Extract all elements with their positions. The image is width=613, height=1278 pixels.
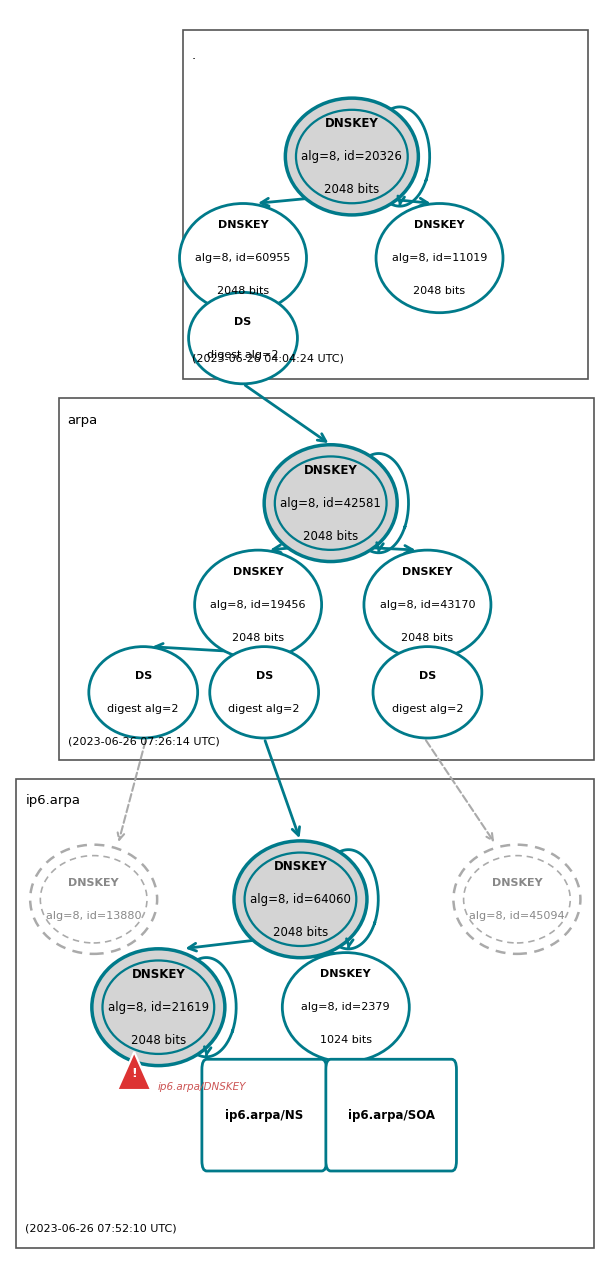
Text: DS: DS: [135, 671, 152, 681]
Text: DS: DS: [256, 671, 273, 681]
Text: (2023-06-26 07:26:14 UTC): (2023-06-26 07:26:14 UTC): [67, 737, 219, 746]
Text: .: .: [192, 49, 196, 61]
Text: DNSKEY: DNSKEY: [402, 566, 453, 576]
Text: 2048 bits: 2048 bits: [324, 183, 379, 196]
Text: digest alg=2: digest alg=2: [207, 350, 279, 359]
Ellipse shape: [89, 647, 197, 737]
Ellipse shape: [364, 550, 491, 659]
Bar: [17, 778, 594, 1249]
Text: alg=8, id=2379: alg=8, id=2379: [302, 1002, 390, 1012]
Text: DNSKEY: DNSKEY: [325, 118, 379, 130]
Text: DNSKEY: DNSKEY: [131, 967, 185, 980]
Text: (2023-06-26 04:04:24 UTC): (2023-06-26 04:04:24 UTC): [192, 354, 343, 363]
Text: ip6.arpa/DNSKEY: ip6.arpa/DNSKEY: [157, 1082, 246, 1093]
Ellipse shape: [92, 948, 225, 1066]
Ellipse shape: [264, 445, 397, 561]
Text: alg=8, id=64060: alg=8, id=64060: [250, 893, 351, 906]
Text: 1024 bits: 1024 bits: [320, 1035, 372, 1045]
Bar: [183, 29, 588, 378]
Text: ip6.arpa: ip6.arpa: [25, 794, 80, 806]
Text: 2048 bits: 2048 bits: [232, 633, 284, 643]
Text: DNSKEY: DNSKEY: [321, 969, 371, 979]
FancyBboxPatch shape: [326, 1059, 457, 1171]
Text: alg=8, id=13880: alg=8, id=13880: [46, 911, 142, 920]
Text: DNSKEY: DNSKEY: [273, 860, 327, 873]
Bar: [59, 397, 594, 759]
Text: !: !: [131, 1067, 137, 1080]
Text: 2048 bits: 2048 bits: [273, 925, 328, 939]
Ellipse shape: [376, 203, 503, 313]
Ellipse shape: [189, 293, 297, 383]
Text: DNSKEY: DNSKEY: [304, 464, 357, 477]
Text: 2048 bits: 2048 bits: [402, 633, 454, 643]
Text: alg=8, id=45094: alg=8, id=45094: [469, 911, 565, 920]
Text: 2048 bits: 2048 bits: [303, 529, 359, 543]
Text: digest alg=2: digest alg=2: [392, 704, 463, 714]
Text: ip6.arpa/NS: ip6.arpa/NS: [225, 1108, 303, 1122]
Text: 2048 bits: 2048 bits: [413, 286, 466, 296]
Ellipse shape: [454, 845, 581, 953]
FancyBboxPatch shape: [202, 1059, 327, 1171]
Text: 2048 bits: 2048 bits: [217, 286, 269, 296]
Text: (2023-06-26 07:52:10 UTC): (2023-06-26 07:52:10 UTC): [25, 1223, 177, 1233]
Text: alg=8, id=11019: alg=8, id=11019: [392, 253, 487, 263]
Ellipse shape: [283, 952, 409, 1062]
Ellipse shape: [285, 98, 418, 215]
Text: DNSKEY: DNSKEY: [68, 878, 119, 888]
Ellipse shape: [195, 550, 322, 659]
Text: alg=8, id=19456: alg=8, id=19456: [210, 599, 306, 610]
Ellipse shape: [234, 841, 367, 957]
Ellipse shape: [30, 845, 157, 953]
Text: digest alg=2: digest alg=2: [107, 704, 179, 714]
Text: DNSKEY: DNSKEY: [492, 878, 543, 888]
Text: alg=8, id=60955: alg=8, id=60955: [196, 253, 291, 263]
Ellipse shape: [373, 647, 482, 737]
Text: alg=8, id=42581: alg=8, id=42581: [280, 497, 381, 510]
Text: ip6.arpa/SOA: ip6.arpa/SOA: [348, 1108, 435, 1122]
Text: DNSKEY: DNSKEY: [414, 220, 465, 230]
Text: alg=8, id=21619: alg=8, id=21619: [108, 1001, 209, 1013]
Text: 2048 bits: 2048 bits: [131, 1034, 186, 1047]
Text: arpa: arpa: [67, 414, 98, 427]
Text: digest alg=2: digest alg=2: [229, 704, 300, 714]
Text: DNSKEY: DNSKEY: [233, 566, 283, 576]
Text: alg=8, id=43170: alg=8, id=43170: [379, 599, 475, 610]
Polygon shape: [117, 1052, 151, 1090]
Text: DS: DS: [234, 317, 251, 327]
Ellipse shape: [210, 647, 319, 737]
Ellipse shape: [180, 203, 306, 313]
Text: DNSKEY: DNSKEY: [218, 220, 268, 230]
Text: DS: DS: [419, 671, 436, 681]
Text: alg=8, id=20326: alg=8, id=20326: [302, 150, 402, 164]
